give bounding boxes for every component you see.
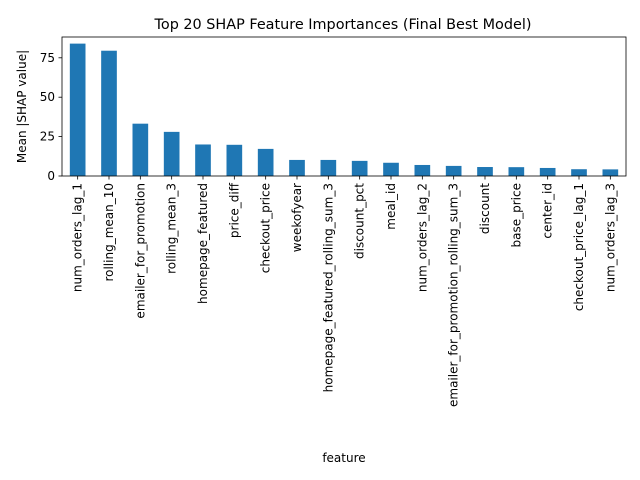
y-axis-label: Mean |SHAP value| bbox=[15, 50, 29, 163]
y-tick-label: 75 bbox=[40, 51, 55, 65]
bar-homepage-featured bbox=[195, 144, 211, 176]
bar-price-diff bbox=[226, 144, 243, 176]
x-tick-label: homepage_featured bbox=[196, 183, 210, 304]
bar-num-orders-lag-1 bbox=[69, 43, 86, 177]
x-tick-label: num_orders_lag_2 bbox=[415, 183, 429, 292]
bar-num-orders-lag-3 bbox=[602, 169, 619, 176]
chart-title: Top 20 SHAP Feature Importances (Final B… bbox=[154, 17, 532, 33]
x-tick-label: checkout_price bbox=[259, 183, 273, 273]
y-tick-label: 0 bbox=[47, 169, 55, 183]
bar-homepage-featured-rolling-sum-3 bbox=[320, 159, 337, 176]
bar-base-price bbox=[508, 167, 525, 176]
bar-num-orders-lag-2 bbox=[414, 164, 431, 176]
x-tick-label: rolling_mean_3 bbox=[165, 183, 179, 274]
bar-rolling-mean-10 bbox=[101, 50, 117, 176]
x-tick-label: checkout_price_lag_1 bbox=[572, 183, 586, 311]
bar-center-id bbox=[539, 167, 556, 176]
x-tick-label: price_diff bbox=[227, 182, 241, 238]
bar-discount-pct bbox=[351, 160, 368, 176]
bar-checkout-price-lag-1 bbox=[571, 169, 587, 176]
x-tick-label: emailer_for_promotion_rolling_sum_3 bbox=[447, 183, 461, 407]
y-tick-label: 50 bbox=[40, 90, 55, 104]
y-tick-label: 25 bbox=[40, 130, 55, 144]
bar-checkout-price bbox=[257, 148, 274, 176]
bar-rolling-mean-3 bbox=[163, 131, 180, 176]
x-tick-label: center_id bbox=[541, 183, 555, 239]
x-tick-label: discount_pct bbox=[353, 183, 367, 259]
x-tick-label: emailer_for_promotion bbox=[133, 183, 147, 319]
bars-group bbox=[69, 43, 619, 177]
x-tick-label: num_orders_lag_3 bbox=[603, 183, 617, 292]
bar-emailer-for-promotion bbox=[132, 123, 149, 176]
y-axis: 0 25 50 75 bbox=[40, 51, 62, 183]
bar-discount bbox=[477, 167, 493, 176]
x-tick-label: homepage_featured_rolling_sum_3 bbox=[321, 183, 335, 392]
x-axis-label: feature bbox=[322, 451, 365, 465]
x-tick-label: meal_id bbox=[384, 183, 398, 230]
x-tick-label: rolling_mean_10 bbox=[102, 183, 116, 282]
bar-weekofyear bbox=[289, 159, 305, 176]
x-tick-label: weekofyear bbox=[290, 183, 304, 252]
x-tick-label: base_price bbox=[509, 183, 523, 247]
plot-frame bbox=[61, 36, 627, 177]
x-tick-label: num_orders_lag_1 bbox=[71, 183, 85, 292]
x-axis: num_orders_lag_1 rolling_mean_10 emailer_f… bbox=[71, 176, 617, 407]
x-tick-label: discount bbox=[478, 183, 492, 234]
bar-meal-id bbox=[383, 162, 399, 176]
bar-emailer-for-promotion-rolling-sum-3 bbox=[445, 165, 462, 176]
